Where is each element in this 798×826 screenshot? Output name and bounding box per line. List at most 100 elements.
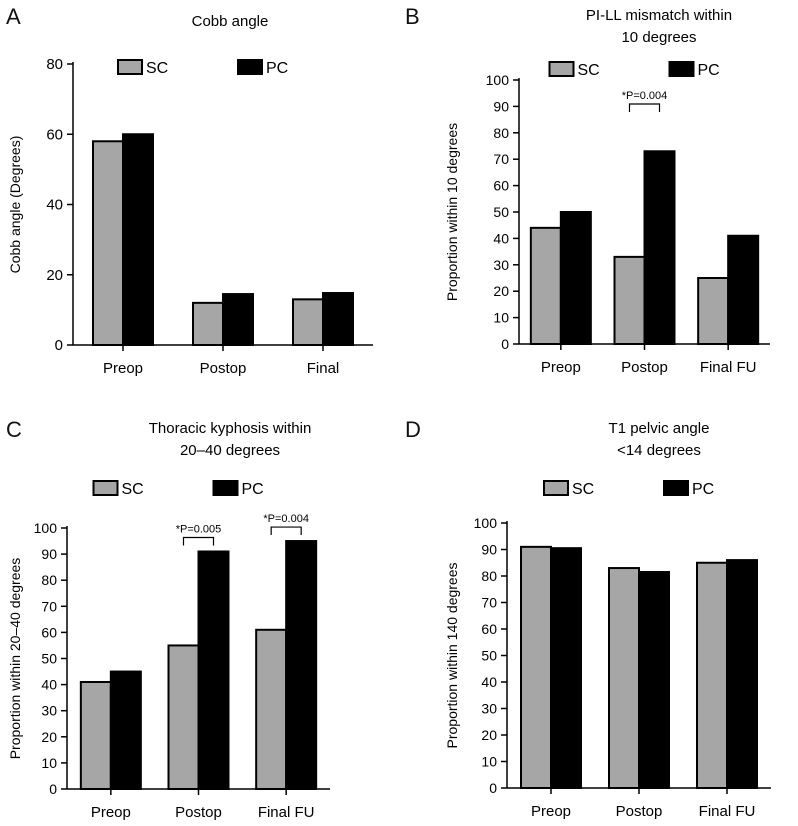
legend-swatch-sc [548,61,575,77]
y-tick-label: 0 [55,337,63,354]
category-label: Postop [200,360,247,377]
y-tick-label: 0 [501,336,509,352]
legend-label: SC [572,481,594,498]
y-tick-label: 60 [481,621,497,637]
y-tick-label: 90 [493,98,509,114]
bar-pc [122,133,154,346]
y-tick-label: 30 [41,703,57,719]
legend-label: SC [578,62,600,79]
y-tick-label: 60 [41,624,57,640]
y-tick-label: 90 [41,546,57,562]
y-tick-label: 30 [493,257,509,273]
bar-sc [613,255,646,346]
bar-pc [197,550,230,790]
y-axis-label: Cobb angle (Degrees) [7,136,23,274]
y-tick-label: 60 [46,126,63,143]
category-label: Final FU [699,803,756,820]
significance-bracket [270,526,302,536]
bar-pc [638,571,670,789]
panel-label: B [405,4,420,29]
y-tick-label: 40 [493,230,509,246]
significance-label: *P=0.004 [263,513,309,525]
panel-label: C [6,417,22,442]
bar-sc [608,567,640,789]
bar-sc [92,140,124,346]
y-axis-label: Proportion within 140 degrees [444,562,460,748]
bar-pc [322,292,354,347]
category-label: Postop [621,359,668,376]
pi-ll-mismatch-chart: PI-LL mismatch within 10 degrees 0 10 20 30 40… [444,7,770,376]
chart-title: Cobb angle [192,13,269,30]
bar-pc [643,150,676,345]
y-axis-label: Proportion within 20–40 degrees [7,558,23,760]
y-tick-label: 20 [41,729,57,745]
chart-title: <14 degrees [617,442,701,459]
y-tick-label: 20 [481,727,497,743]
y-tick-label: 80 [46,56,63,73]
y-tick-label: 100 [34,520,58,536]
y-tick-label: 50 [41,651,57,667]
legend-label: SC [122,481,144,498]
bar-sc [192,301,224,347]
legend-label: SC [146,60,168,77]
chart-title: 10 degrees [621,29,696,46]
legend-swatch-sc [92,480,119,496]
category-label: Postop [175,804,222,821]
bar-sc [167,644,200,790]
y-tick-label: 70 [481,595,497,611]
category-label: Final FU [700,359,757,376]
y-tick-label: 80 [41,572,57,588]
y-tick-label: 80 [481,568,497,584]
chart-title: T1 pelvic angle [609,420,710,437]
bar-pc [109,670,142,790]
chart-panel-b: B PI-LL mismatch within 10 degrees 0 10 20 30… [399,0,798,413]
legend-label: PC [242,481,264,498]
y-tick-label: 30 [481,701,497,717]
chart-panel-c: C Thoracic kyphosis within 20–40 degrees 0… [0,413,399,826]
bar-pc [727,234,760,345]
bar-sc [292,298,324,346]
chart-panel-d: D T1 pelvic angle <14 degrees 0 10 20 30 40 50 6… [399,413,798,826]
y-tick-label: 60 [493,178,509,194]
y-tick-label: 0 [49,781,57,797]
significance-label: *P=0.004 [622,90,668,102]
y-tick-label: 70 [41,598,57,614]
y-tick-label: 40 [481,674,497,690]
category-label: Preop [541,359,581,376]
bar-pc [726,559,758,789]
legend-label: PC [266,60,288,77]
legend-label: PC [692,481,714,498]
chart-title: Thoracic kyphosis within [149,420,312,437]
y-tick-label: 0 [489,780,497,796]
significance-label: *P=0.005 [176,523,222,535]
chart-title: 20–40 degrees [180,442,280,459]
y-axis-label: Proportion within 10 degrees [444,123,460,301]
bar-pc [559,211,592,345]
legend-swatch-sc [543,480,569,496]
legend-label: PC [698,62,720,79]
bar-sc [255,628,288,790]
y-tick-label: 90 [481,542,497,558]
chart-title: PI-LL mismatch within [586,7,732,24]
category-label: Final FU [258,804,315,821]
bar-pc [222,293,254,347]
y-tick-label: 40 [41,677,57,693]
legend-swatch-pc [237,59,263,75]
y-tick-label: 20 [46,267,63,284]
bar-sc [696,561,728,789]
category-label: Preop [103,360,143,377]
t1-pelvic-angle-chart: T1 pelvic angle <14 degrees 0 10 20 30 40 50 60 7… [444,420,771,820]
category-label: Postop [616,803,663,820]
bar-sc [79,680,112,790]
y-tick-label: 40 [46,197,63,214]
y-tick-label: 10 [493,310,509,326]
y-tick-label: 10 [481,754,497,770]
category-label: Final [307,360,340,377]
significance-bracket [182,536,215,546]
bar-sc [529,226,562,345]
y-tick-label: 100 [486,72,510,88]
y-tick-label: 100 [474,515,498,531]
y-tick-label: 80 [493,125,509,141]
cobb-angle-chart: Cobb angle 0 20 40 60 80 Cobb angle (Degrees) P… [7,13,373,377]
legend-swatch-sc [117,59,143,75]
